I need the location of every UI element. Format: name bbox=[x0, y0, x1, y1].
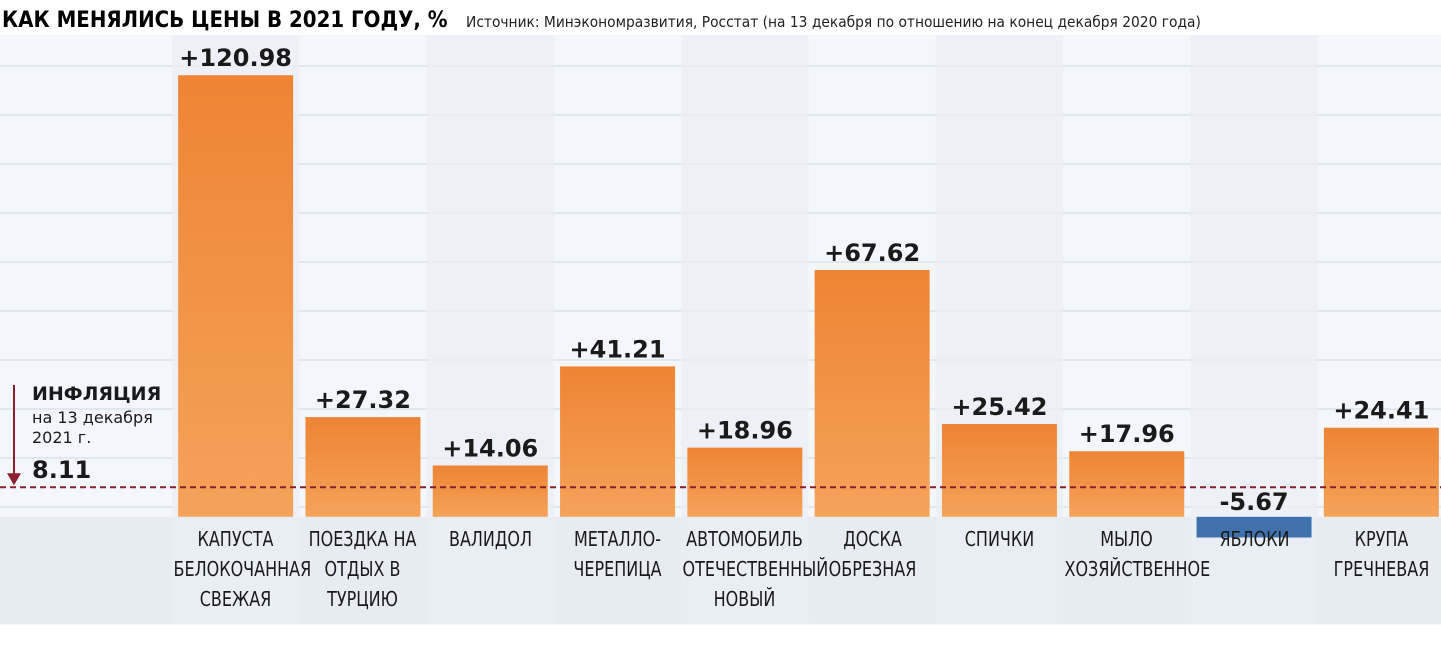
value-label: -5.67 bbox=[1219, 488, 1288, 516]
bar bbox=[432, 465, 548, 517]
bar bbox=[814, 269, 930, 517]
category-label: ПОЕЗДКА НА ОТДЫХ В ТУРЦИЮ bbox=[309, 526, 417, 611]
column-band bbox=[681, 35, 809, 624]
chart-subtitle: Источник: Минэкономразвития, Росстат (на… bbox=[466, 13, 1201, 31]
reference-arrowhead bbox=[7, 473, 21, 486]
reference-value: 8.11 bbox=[32, 456, 92, 484]
value-label: +41.21 bbox=[570, 335, 666, 363]
bar bbox=[178, 75, 294, 517]
category-label: ДОСКА ОБРЕЗНАЯ bbox=[828, 526, 916, 581]
column-band bbox=[935, 35, 1064, 624]
bar bbox=[941, 424, 1057, 517]
value-label: +120.98 bbox=[179, 44, 292, 72]
bar bbox=[305, 417, 421, 517]
bar bbox=[687, 447, 803, 517]
value-label: +14.06 bbox=[442, 434, 538, 462]
category-label: СПИЧКИ bbox=[964, 526, 1035, 551]
value-label: +27.32 bbox=[315, 386, 411, 414]
category-label: АВТОМОБИЛЬ ОТЕЧЕСТВЕННЫЙ НОВЫЙ bbox=[682, 526, 829, 611]
value-label: +17.96 bbox=[1079, 420, 1175, 448]
bar bbox=[1069, 451, 1185, 517]
value-label: +18.96 bbox=[697, 417, 793, 445]
category-label: КАПУСТА БЕЛОКОЧАННАЯ СВЕЖАЯ bbox=[173, 526, 312, 611]
value-label: +67.62 bbox=[824, 239, 920, 267]
reference-note: на 13 декабря 2021 г. bbox=[32, 408, 153, 447]
bar bbox=[1196, 516, 1312, 538]
category-label: ЯБЛОКИ bbox=[1219, 526, 1290, 551]
chart-title: КАК МЕНЯЛИСЬ ЦЕНЫ В 2021 ГОДУ, % bbox=[2, 8, 448, 33]
category-label: МЕТАЛЛО-ЧЕРЕПИЦА bbox=[573, 526, 662, 581]
value-label: +24.41 bbox=[1333, 397, 1429, 425]
value-label: +25.42 bbox=[951, 393, 1047, 421]
reference-label: ИНФЛЯЦИЯ bbox=[32, 383, 162, 405]
bar bbox=[1323, 427, 1439, 517]
category-label: ВАЛИДОЛ bbox=[448, 526, 532, 551]
column-band bbox=[426, 35, 554, 624]
category-label: КРУПА ГРЕЧНЕВАЯ bbox=[1333, 526, 1430, 581]
category-label: МЫЛО ХОЗЯЙСТВЕННОЕ bbox=[1064, 526, 1211, 581]
bar bbox=[560, 366, 676, 517]
